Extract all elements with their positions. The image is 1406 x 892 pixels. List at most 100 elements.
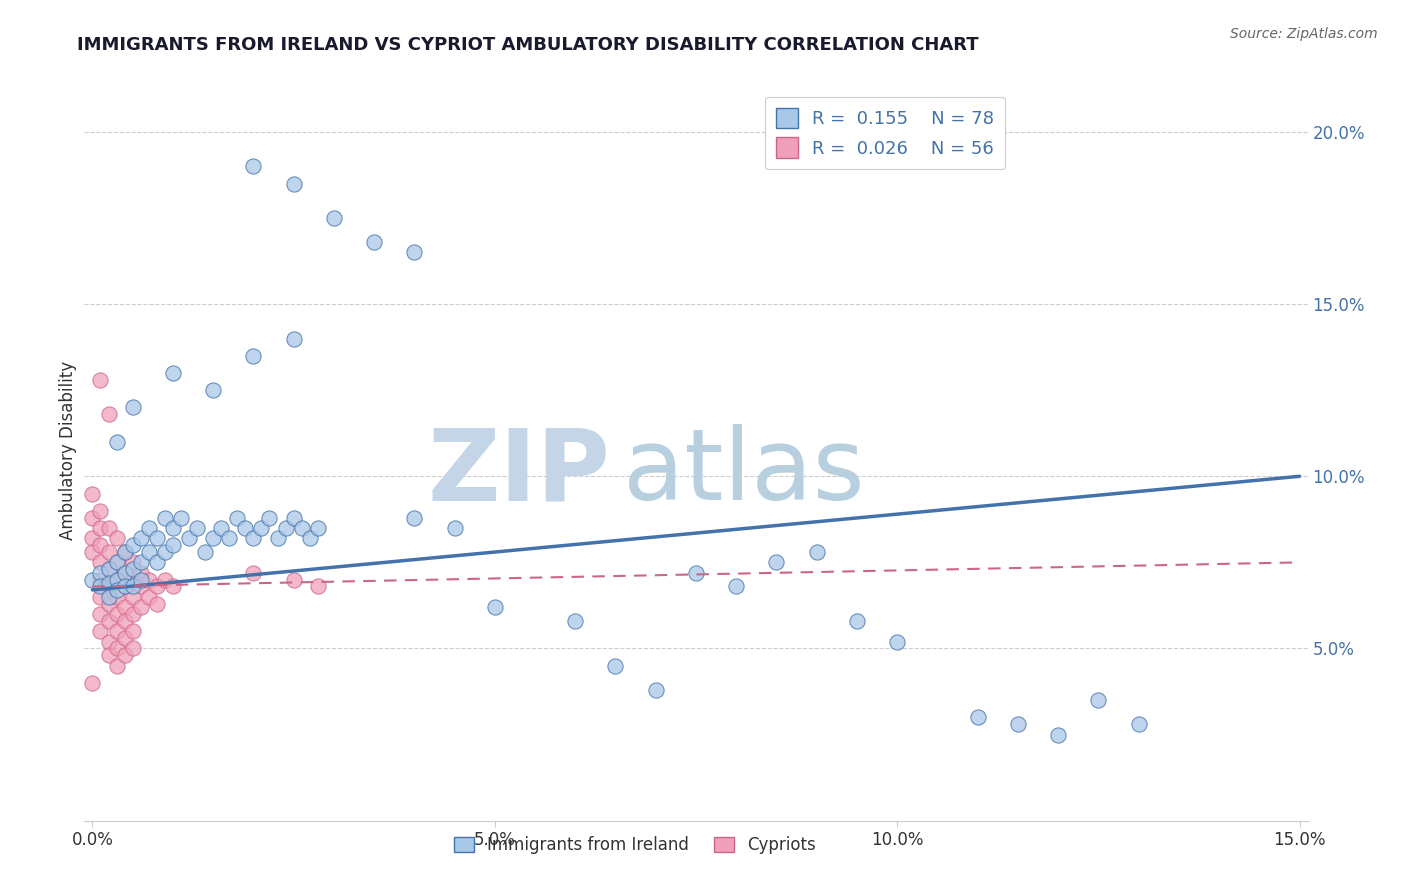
Point <box>105 658 128 673</box>
Point <box>97 545 120 559</box>
Point <box>153 510 176 524</box>
Point <box>114 545 136 559</box>
Point <box>89 624 111 639</box>
Point <box>283 510 305 524</box>
Point <box>1047 727 1070 741</box>
Point <box>138 521 160 535</box>
Point <box>89 573 111 587</box>
Point <box>105 607 128 621</box>
Point <box>363 235 385 249</box>
Point <box>404 510 426 524</box>
Point <box>89 504 111 518</box>
Point <box>307 521 329 535</box>
Point <box>484 600 506 615</box>
Point <box>242 531 264 545</box>
Point <box>121 590 143 604</box>
Point <box>242 160 264 174</box>
Point <box>105 573 128 587</box>
Point <box>259 510 281 524</box>
Point <box>644 682 666 697</box>
Point <box>242 566 264 580</box>
Point <box>404 245 426 260</box>
Point <box>886 634 908 648</box>
Point <box>82 486 104 500</box>
Point <box>121 579 143 593</box>
Point <box>283 332 305 346</box>
Point <box>186 521 208 535</box>
Point <box>291 521 314 535</box>
Point <box>153 545 176 559</box>
Point <box>97 576 120 591</box>
Point <box>170 510 193 524</box>
Point <box>845 614 868 628</box>
Point <box>266 531 288 545</box>
Point <box>97 579 120 593</box>
Point <box>114 566 136 580</box>
Point <box>89 538 111 552</box>
Point <box>146 597 169 611</box>
Legend: Immigrants from Ireland, Cypriots: Immigrants from Ireland, Cypriots <box>447 829 823 861</box>
Point <box>162 538 184 552</box>
Point <box>97 597 120 611</box>
Point <box>138 573 160 587</box>
Point <box>307 579 329 593</box>
Point <box>146 579 169 593</box>
Point <box>1087 693 1109 707</box>
Point <box>564 614 586 628</box>
Point <box>97 407 120 421</box>
Point <box>202 531 225 545</box>
Point <box>1128 717 1150 731</box>
Point <box>97 634 120 648</box>
Point <box>114 614 136 628</box>
Point <box>129 566 152 580</box>
Point <box>105 555 128 569</box>
Point <box>177 531 200 545</box>
Point <box>82 510 104 524</box>
Point <box>97 562 120 576</box>
Point <box>114 631 136 645</box>
Point <box>89 521 111 535</box>
Point <box>105 573 128 587</box>
Point <box>121 401 143 415</box>
Point <box>97 614 120 628</box>
Point <box>82 573 104 587</box>
Point <box>97 521 120 535</box>
Point <box>1007 717 1029 731</box>
Point <box>105 641 128 656</box>
Point <box>114 600 136 615</box>
Point <box>105 434 128 449</box>
Point <box>121 538 143 552</box>
Point <box>97 590 120 604</box>
Text: IMMIGRANTS FROM IRELAND VS CYPRIOT AMBULATORY DISABILITY CORRELATION CHART: IMMIGRANTS FROM IRELAND VS CYPRIOT AMBUL… <box>77 36 979 54</box>
Point <box>242 349 264 363</box>
Point <box>114 566 136 580</box>
Point <box>322 211 344 225</box>
Point <box>274 521 297 535</box>
Point <box>146 531 169 545</box>
Point <box>129 573 152 587</box>
Point <box>89 579 111 593</box>
Point <box>129 600 152 615</box>
Point <box>97 648 120 663</box>
Point <box>89 373 111 387</box>
Point <box>209 521 232 535</box>
Point <box>605 658 627 673</box>
Point <box>105 555 128 569</box>
Point <box>121 624 143 639</box>
Point <box>129 555 152 569</box>
Point <box>162 521 184 535</box>
Point <box>298 531 321 545</box>
Text: Source: ZipAtlas.com: Source: ZipAtlas.com <box>1230 27 1378 41</box>
Point <box>82 545 104 559</box>
Point <box>121 607 143 621</box>
Point <box>121 555 143 569</box>
Point <box>105 531 128 545</box>
Point <box>226 510 249 524</box>
Point <box>162 579 184 593</box>
Point <box>129 579 152 593</box>
Y-axis label: Ambulatory Disability: Ambulatory Disability <box>59 361 77 540</box>
Point <box>138 590 160 604</box>
Text: ZIP: ZIP <box>427 425 610 521</box>
Point <box>218 531 240 545</box>
Text: atlas: atlas <box>623 425 865 521</box>
